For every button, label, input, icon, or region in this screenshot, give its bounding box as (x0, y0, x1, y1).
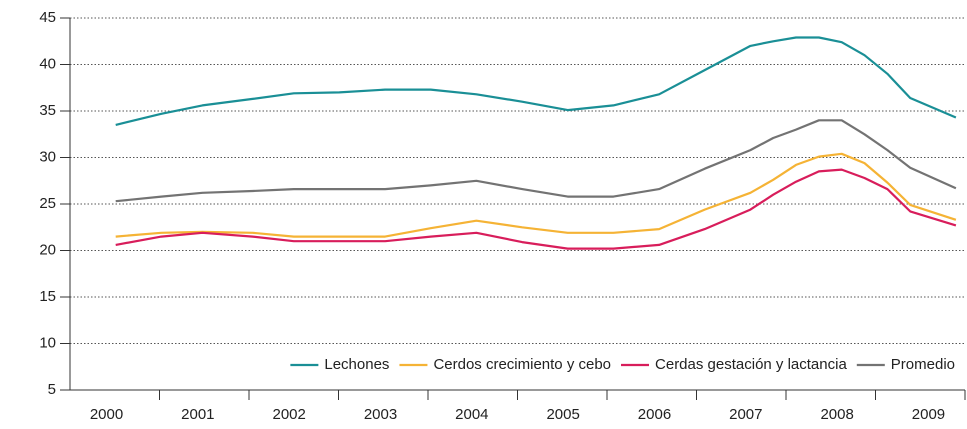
y-tick-label: 10 (39, 334, 56, 351)
legend-label: Cerdos crecimiento y cebo (433, 356, 611, 373)
legend-label: Cerdas gestación y lactancia (655, 356, 847, 373)
legend-label: Lechones (324, 356, 389, 373)
x-tick-label: 2004 (455, 406, 488, 423)
series-line (115, 152, 957, 238)
series-line (115, 36, 957, 126)
y-tick-label: 30 (39, 148, 56, 165)
y-tick-label: 40 (39, 55, 56, 72)
y-tick-label: 45 (39, 9, 56, 26)
legend-label: Promedio (891, 356, 955, 373)
series-line (115, 168, 957, 250)
x-tick-label: 2000 (90, 406, 123, 423)
x-tick-label: 2007 (729, 406, 762, 423)
x-tick-label: 2005 (546, 406, 579, 423)
y-tick-label: 35 (39, 102, 56, 119)
y-tick-label: 5 (48, 381, 56, 398)
y-tick-label: 15 (39, 288, 56, 305)
x-tick-label: 2008 (820, 406, 853, 423)
y-tick-label: 25 (39, 195, 56, 212)
y-tick-label: 20 (39, 241, 56, 258)
x-tick-label: 2006 (638, 406, 671, 423)
series-line (115, 119, 957, 203)
x-tick-label: 2001 (181, 406, 214, 423)
x-tick-label: 2009 (912, 406, 945, 423)
x-tick-label: 2002 (272, 406, 305, 423)
x-tick-label: 2003 (364, 406, 397, 423)
